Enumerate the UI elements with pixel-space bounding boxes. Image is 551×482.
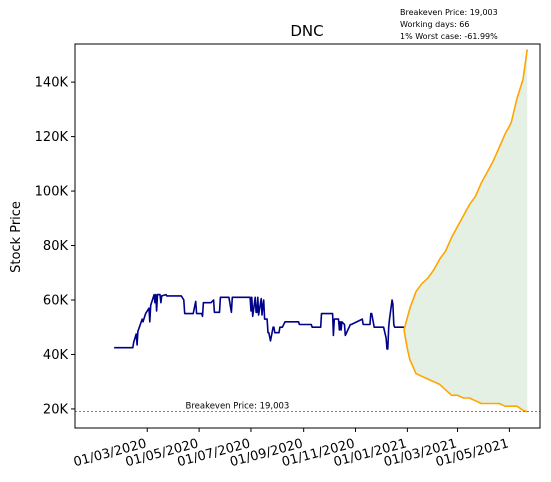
- y-tick-label: 100K: [35, 185, 69, 200]
- y-axis-label: Stock Price: [9, 201, 24, 273]
- series-lines: [114, 49, 528, 413]
- y-tick-label: 20K: [43, 402, 69, 417]
- y-tick-label: 40K: [43, 348, 69, 363]
- best-case-line: [403, 49, 528, 331]
- worst-case-line: [403, 329, 528, 413]
- worst-best-case-band: [404, 49, 528, 412]
- worst-case-note: 1% Worst case: -61.99%: [400, 32, 498, 41]
- projection-fill: [404, 49, 528, 412]
- plot-frame: [74, 43, 541, 429]
- chart-title: DNC: [290, 22, 323, 40]
- y-tick-label: 120K: [35, 130, 69, 145]
- y-tick-label: 80K: [43, 239, 69, 254]
- y-tick-label: 140K: [35, 76, 69, 91]
- y-tick-label: 60K: [43, 294, 69, 309]
- breakeven-label: Breakeven Price: 19,003: [186, 402, 290, 412]
- breakeven-note: Breakeven Price: 19,003: [400, 8, 498, 17]
- working-days-note: Working days: 66: [400, 20, 470, 29]
- y-axis: 20K 40K 60K 80K 100K 120K 140K: [35, 76, 75, 417]
- x-axis: 01/03/202001/05/202001/07/202001/09/2020…: [72, 428, 510, 470]
- historical-price-line: [114, 293, 404, 350]
- breakeven-group: Breakeven Price: 19,003: [75, 402, 540, 413]
